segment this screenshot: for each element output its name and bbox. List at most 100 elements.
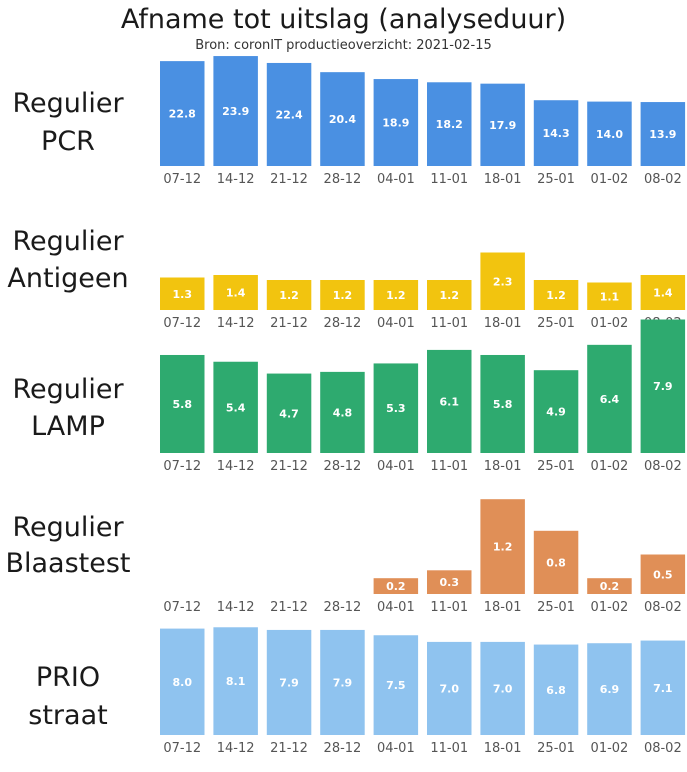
panel-label: Regulier [12, 374, 124, 405]
data-label: 4.7 [279, 407, 299, 420]
data-label: 0.2 [386, 580, 406, 593]
data-label: 1.2 [440, 289, 460, 302]
bar [533, 644, 579, 735]
x-tick-label: 28-12 [324, 316, 362, 331]
chart-title: Afname tot uitslag (analyseduur) [120, 4, 567, 35]
x-tick-label: 28-12 [324, 459, 362, 474]
x-tick-label: 07-12 [163, 459, 201, 474]
x-tick-label: 01-02 [591, 172, 629, 187]
x-tick-label: 04-01 [377, 316, 415, 331]
bar [160, 277, 205, 310]
x-tick-label: 28-12 [324, 172, 362, 187]
x-tick-label: 14-12 [217, 741, 255, 756]
data-label: 5.8 [493, 398, 513, 411]
x-tick-label: 08-02 [644, 172, 682, 187]
bar [320, 280, 365, 310]
bar [427, 641, 472, 735]
panel-label: straat [28, 700, 107, 731]
bar [480, 252, 525, 310]
panel-label: Regulier [12, 226, 124, 257]
panel-label: Antigeen [7, 263, 128, 294]
data-label: 14.3 [542, 127, 569, 140]
panel-label: Blaastest [5, 548, 130, 579]
data-label: 7.0 [493, 682, 513, 695]
data-label: 6.9 [600, 683, 620, 696]
x-tick-label: 07-12 [163, 600, 201, 615]
bar [480, 641, 525, 735]
x-tick-label: 04-01 [377, 172, 415, 187]
bar [427, 349, 472, 453]
data-label: 6.8 [546, 684, 566, 697]
x-tick-label: 21-12 [270, 600, 308, 615]
bar [587, 282, 632, 310]
bar [213, 275, 258, 310]
bar [266, 62, 312, 166]
x-tick-label: 04-01 [377, 741, 415, 756]
x-tick-label: 07-12 [163, 316, 201, 331]
bar [373, 578, 419, 594]
x-tick-label: 18-01 [484, 172, 522, 187]
bar [533, 370, 579, 453]
bar [266, 280, 312, 310]
x-tick-label: 14-12 [217, 600, 255, 615]
x-tick-label: 14-12 [217, 316, 255, 331]
data-label: 0.8 [546, 556, 566, 569]
x-tick-label: 11-01 [430, 741, 468, 756]
bar [480, 83, 525, 166]
bar [533, 100, 579, 166]
bar [480, 354, 525, 453]
x-tick-label: 21-12 [270, 172, 308, 187]
data-label: 20.4 [329, 113, 356, 126]
bar [480, 499, 525, 594]
data-label: 0.5 [653, 568, 673, 581]
x-tick-label: 28-12 [324, 600, 362, 615]
x-tick-label: 21-12 [270, 459, 308, 474]
x-tick-label: 11-01 [430, 459, 468, 474]
data-label: 7.9 [653, 380, 673, 393]
x-tick-label: 25-01 [537, 600, 575, 615]
data-label: 7.0 [440, 682, 460, 695]
x-tick-label: 11-01 [430, 316, 468, 331]
data-label: 7.9 [333, 676, 353, 689]
bar [640, 102, 686, 166]
bar [533, 280, 579, 310]
x-tick-label: 07-12 [163, 741, 201, 756]
data-label: 1.2 [333, 289, 353, 302]
data-label: 2.3 [493, 275, 513, 288]
data-label: 1.4 [226, 287, 246, 300]
chart-subtitle: Bron: coronIT productieoverzicht: 2021-0… [195, 38, 492, 53]
bar [266, 629, 312, 735]
bar [373, 79, 419, 166]
bar [427, 570, 472, 594]
data-label: 14.0 [596, 128, 623, 141]
bar [640, 319, 686, 453]
data-label: 6.4 [600, 393, 620, 406]
bar [587, 578, 632, 594]
panel-label: Regulier [12, 512, 124, 543]
data-label: 0.2 [600, 580, 620, 593]
data-label: 1.3 [173, 288, 193, 301]
bar [640, 554, 686, 594]
bar [587, 344, 632, 453]
bar [160, 628, 205, 735]
x-tick-label: 14-12 [217, 172, 255, 187]
data-label: 1.1 [600, 290, 620, 303]
bar [373, 363, 419, 453]
data-label: 1.2 [546, 289, 566, 302]
bar [373, 635, 419, 735]
bar [320, 629, 365, 735]
data-label: 7.5 [386, 679, 406, 692]
data-label: 1.2 [386, 289, 406, 302]
bar [427, 280, 472, 310]
x-tick-label: 01-02 [591, 741, 629, 756]
x-tick-label: 25-01 [537, 172, 575, 187]
bar [587, 101, 632, 166]
bar [320, 371, 365, 453]
data-label: 22.4 [275, 108, 302, 121]
bar [266, 373, 312, 453]
x-tick-label: 11-01 [430, 600, 468, 615]
x-tick-label: 28-12 [324, 741, 362, 756]
data-label: 5.4 [226, 401, 246, 414]
panel-label: PRIO [36, 662, 100, 693]
data-label: 22.8 [169, 108, 196, 121]
